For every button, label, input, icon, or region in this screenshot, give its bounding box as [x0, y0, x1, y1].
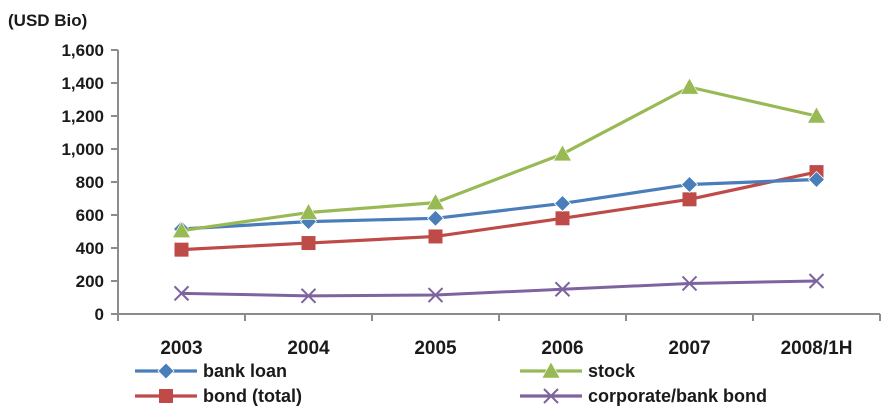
series-corporate-bank-bond [173, 273, 825, 304]
x-tick-label: 2003 [160, 338, 202, 359]
x-tick-label: 2005 [414, 338, 457, 359]
data-point-marker [679, 77, 700, 95]
data-point-marker [808, 273, 825, 289]
x-tick-labels: 2003 2004 2005 2006 2007 2008/1H [160, 338, 852, 359]
data-point-marker [680, 175, 699, 194]
series-lines [171, 77, 827, 304]
legend-label: bond (total) [203, 386, 302, 406]
y-tick-label: 200 [76, 272, 104, 291]
legend-marker [543, 388, 559, 404]
legend-label: bank loan [203, 361, 287, 381]
legend: bank loan stock bond (total) corporate/bank… [135, 361, 767, 406]
data-point-marker [807, 170, 826, 189]
data-point-marker [806, 106, 827, 124]
data-point-marker [555, 211, 570, 226]
x-tick-label: 2006 [541, 338, 583, 359]
data-point-marker [682, 192, 697, 207]
legend-entry: bond (total) [135, 386, 302, 406]
data-point-marker [298, 202, 319, 220]
axes [111, 49, 881, 321]
series-stock [171, 77, 827, 238]
data-point-marker [173, 285, 190, 302]
legend-entry: corporate/bank bond [520, 386, 767, 406]
data-point-marker [553, 194, 572, 213]
y-tick-label: 1,600 [61, 41, 104, 60]
y-axis-unit-label: (USD Bio) [8, 11, 87, 30]
x-tick-label: 2007 [668, 338, 710, 359]
y-tick-label: 0 [95, 305, 104, 324]
y-tick-label: 1,000 [61, 140, 104, 159]
data-point-marker [428, 229, 443, 244]
series-line [181, 177, 817, 231]
y-tick-label: 600 [76, 206, 104, 225]
y-tick-label: 400 [76, 239, 104, 258]
data-point-marker [425, 193, 446, 210]
x-tick-label: 2008/1H [781, 338, 853, 359]
x-tick-label: 2004 [287, 338, 330, 359]
data-point-marker [171, 221, 192, 238]
y-tick-labels: 0 200 400 600 800 1,000 1,200 1,400 1,600 [61, 41, 104, 324]
legend-marker [157, 362, 175, 380]
data-point-marker [174, 242, 189, 257]
series-line [181, 85, 817, 233]
series-line [181, 170, 817, 252]
legend-entry: stock [520, 361, 636, 381]
data-point-marker [301, 236, 316, 251]
data-point-marker [554, 281, 571, 297]
data-point-marker [552, 144, 573, 162]
data-point-marker [426, 209, 445, 227]
y-tick-label: 1,400 [61, 74, 104, 93]
legend-marker [541, 361, 561, 379]
legend-label: stock [588, 361, 636, 381]
legend-entry: bank loan [135, 361, 287, 381]
y-tick-label: 1,200 [61, 107, 104, 126]
data-point-marker [300, 288, 317, 304]
data-point-marker [427, 287, 444, 303]
legend-label: corporate/bank bond [588, 386, 767, 406]
legend-marker [159, 389, 173, 403]
series-line [181, 279, 817, 298]
y-tick-label: 800 [76, 173, 104, 192]
data-point-marker [681, 275, 698, 292]
